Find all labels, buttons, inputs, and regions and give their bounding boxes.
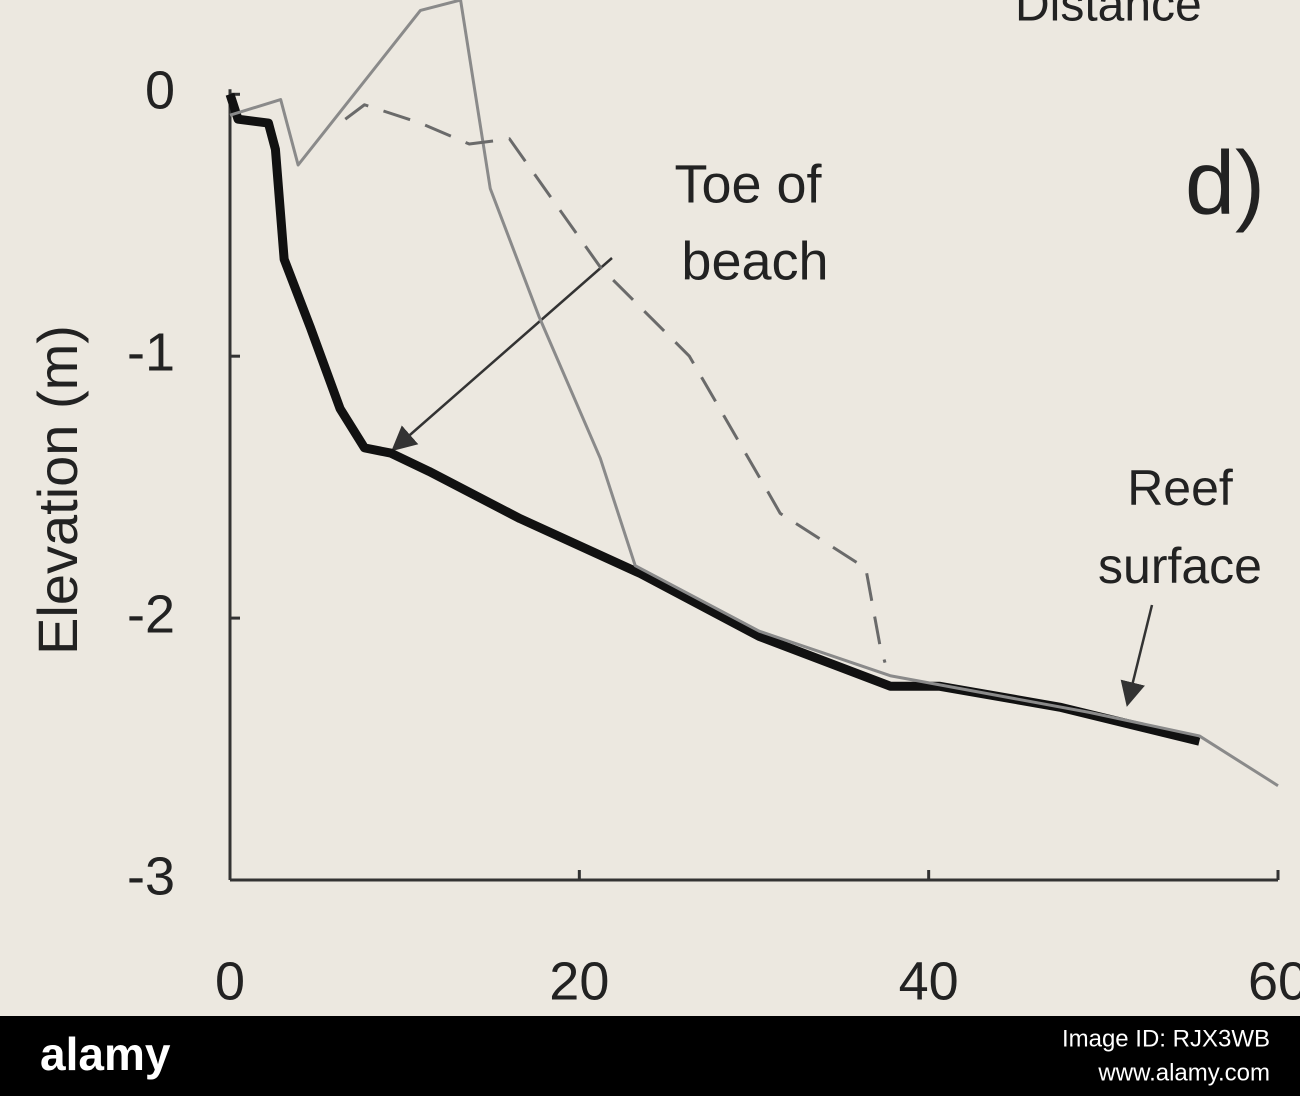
watermark-id: Image ID: RJX3WB xyxy=(1062,1025,1270,1052)
annotation: surface xyxy=(1098,538,1262,594)
annotation-arrow xyxy=(1120,604,1154,707)
data-line xyxy=(225,92,1201,746)
annotation: d) xyxy=(1185,134,1265,234)
x-tick-label: 20 xyxy=(549,951,609,1011)
y-axis-label: Elevation (m) xyxy=(26,325,89,655)
y-tick-label: -2 xyxy=(127,584,175,644)
data-line xyxy=(229,0,1279,787)
watermark-bar xyxy=(0,1016,1300,1096)
x-tick-label: 60 xyxy=(1248,951,1300,1011)
x-axis-label: Distance xyxy=(1015,0,1202,32)
x-tick-label: 0 xyxy=(215,951,245,1011)
watermark-url: www.alamy.com xyxy=(1097,1059,1270,1086)
y-tick-label: 0 xyxy=(145,61,175,121)
annotation: Toe of xyxy=(674,154,822,214)
x-tick-label: 40 xyxy=(899,951,959,1011)
annotation: beach xyxy=(681,231,828,291)
annotation-arrow xyxy=(391,257,613,452)
watermark-logo: alamy xyxy=(40,1028,171,1080)
y-tick-label: -3 xyxy=(127,846,175,906)
y-tick-label: -1 xyxy=(127,322,175,382)
data-line xyxy=(344,103,887,664)
annotation: Reef xyxy=(1127,460,1233,516)
